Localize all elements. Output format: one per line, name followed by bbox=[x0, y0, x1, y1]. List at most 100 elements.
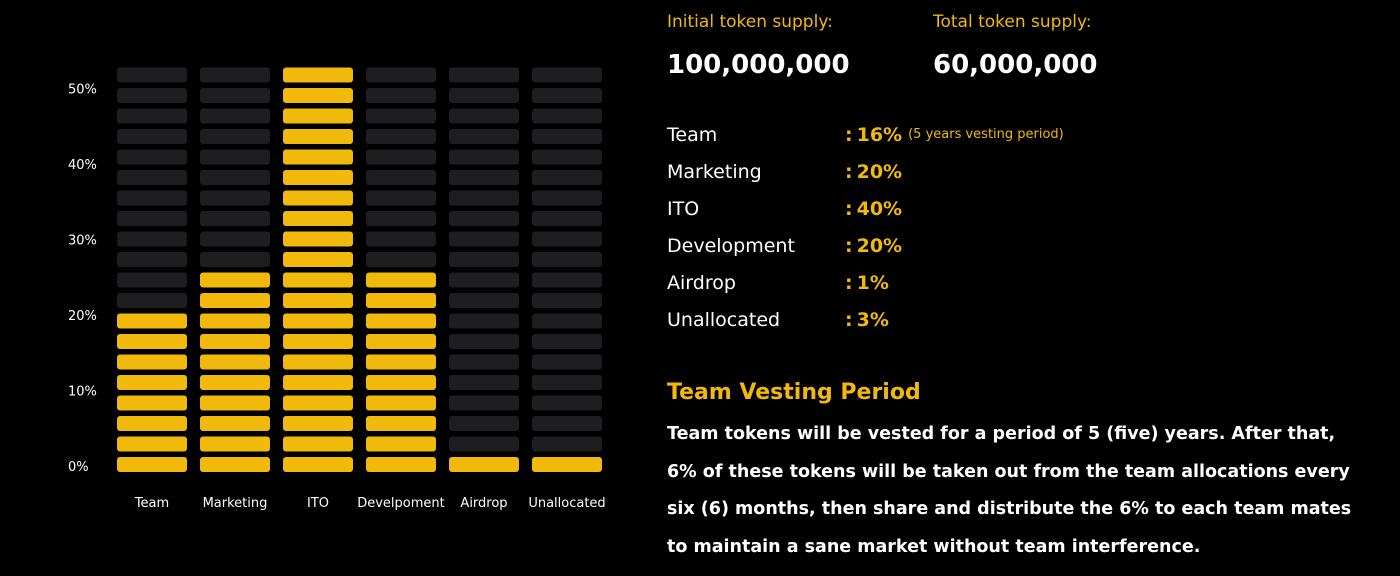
bar-segment-filled bbox=[366, 436, 436, 452]
bar-segment-empty bbox=[117, 272, 187, 288]
bar-segment-empty bbox=[532, 375, 602, 390]
bar-segment-filled bbox=[283, 293, 353, 308]
bar-segment-filled bbox=[366, 354, 436, 370]
allocation-colon: : bbox=[845, 234, 853, 257]
allocation-value: 40% bbox=[856, 197, 903, 220]
y-tick-label: 0% bbox=[68, 460, 89, 475]
bar-segment-filled bbox=[117, 416, 187, 431]
bar-unallocated bbox=[532, 67, 602, 472]
bar-segment-empty bbox=[366, 170, 436, 185]
bar-segment-empty bbox=[532, 88, 602, 103]
bar-segment-filled bbox=[283, 395, 353, 411]
bar-segment-empty bbox=[532, 313, 602, 329]
allocation-colon: : bbox=[845, 271, 853, 294]
allocation-row-team: Team : 16% (5 years vesting period) bbox=[667, 116, 1064, 153]
bar-segment-empty bbox=[366, 149, 436, 165]
bar-segment-empty bbox=[117, 190, 187, 206]
bar-segment-filled bbox=[117, 313, 187, 329]
bar-segment-empty bbox=[449, 108, 519, 124]
bar-segment-empty bbox=[449, 88, 519, 103]
bar-segment-empty bbox=[449, 416, 519, 431]
y-tick-label: 30% bbox=[68, 234, 97, 249]
bar-segment-filled bbox=[200, 334, 270, 349]
bar-segment-empty bbox=[449, 129, 519, 144]
allocation-row-airdrop: Airdrop : 1% bbox=[667, 264, 1064, 301]
bar-segment-empty bbox=[117, 67, 187, 83]
bar-segment-empty bbox=[449, 334, 519, 349]
bar-segment-empty bbox=[532, 395, 602, 411]
bar-segment-empty bbox=[117, 149, 187, 165]
bar-segment-filled bbox=[117, 375, 187, 390]
bar-segment-filled bbox=[283, 211, 353, 226]
bar-segment-filled bbox=[283, 334, 353, 349]
bar-segment-filled bbox=[200, 272, 270, 288]
bar-airdrop bbox=[449, 67, 519, 472]
token-allocation-chart: 0% 10% 20% 30% 40% 50% Team Marketing ITO Develpo… bbox=[68, 67, 606, 511]
allocation-list: Team : 16% (5 years vesting period) Mark… bbox=[667, 116, 1064, 338]
bar-team bbox=[117, 67, 187, 472]
bar-segment-filled bbox=[366, 272, 436, 288]
bar-segment-filled bbox=[200, 375, 270, 390]
vesting-text: Team tokens will be vested for a period … bbox=[667, 424, 1352, 557]
total-supply-value: 60,000,000 bbox=[933, 50, 1098, 80]
allocation-name: Team bbox=[667, 123, 718, 146]
bar-segment-empty bbox=[532, 129, 602, 144]
bar-segment-filled bbox=[532, 457, 602, 472]
bar-segment-empty bbox=[532, 170, 602, 185]
bar-segment-empty bbox=[200, 88, 270, 103]
bar-segment-empty bbox=[117, 88, 187, 103]
bar-segment-empty bbox=[532, 436, 602, 452]
bar-segment-empty bbox=[532, 67, 602, 83]
bar-segment-filled bbox=[283, 313, 353, 329]
bar-ito bbox=[283, 67, 353, 472]
bar-segment-filled bbox=[200, 395, 270, 411]
bar-segment-empty bbox=[366, 67, 436, 83]
bar-segment-empty bbox=[532, 334, 602, 349]
bar-segment-empty bbox=[449, 395, 519, 411]
bar-segment-filled bbox=[283, 149, 353, 165]
bar-segment-empty bbox=[200, 170, 270, 185]
bar-segment-empty bbox=[117, 211, 187, 226]
allocation-name: Airdrop bbox=[667, 271, 736, 294]
allocation-name: ITO bbox=[667, 197, 700, 220]
bar-segment-filled bbox=[200, 416, 270, 431]
bar-segment-empty bbox=[449, 149, 519, 165]
allocation-note: (5 years vesting period) bbox=[908, 127, 1064, 142]
bar-segment-empty bbox=[200, 190, 270, 206]
bar-segment-empty bbox=[366, 231, 436, 247]
allocation-row-development: Development : 20% bbox=[667, 227, 1064, 264]
bar-segment-empty bbox=[366, 108, 436, 124]
bar-segment-empty bbox=[117, 231, 187, 247]
bar-segment-empty bbox=[200, 129, 270, 144]
allocation-row-marketing: Marketing : 20% bbox=[667, 153, 1064, 190]
allocation-colon: : bbox=[845, 308, 853, 331]
bar-segment-empty bbox=[449, 190, 519, 206]
bar-segment-empty bbox=[449, 375, 519, 390]
bar-segment-filled bbox=[449, 457, 519, 472]
bar-segment-filled bbox=[283, 108, 353, 124]
bar-segment-empty bbox=[532, 149, 602, 165]
allocation-name: Marketing bbox=[667, 160, 762, 183]
bar-segment-filled bbox=[366, 334, 436, 349]
bar-segment-empty bbox=[117, 108, 187, 124]
allocation-value: 3% bbox=[856, 308, 889, 331]
x-tick-label: Marketing bbox=[203, 496, 268, 511]
bar-segment-empty bbox=[449, 252, 519, 267]
bar-develpoment bbox=[366, 67, 436, 472]
allocation-colon: : bbox=[845, 197, 853, 220]
bar-segment-filled bbox=[366, 313, 436, 329]
allocation-name: Development bbox=[667, 234, 795, 257]
allocation-row-unallocated: Unallocated : 3% bbox=[667, 301, 1064, 338]
bar-segment-empty bbox=[366, 252, 436, 267]
allocation-value: 20% bbox=[856, 160, 903, 183]
bar-segment-empty bbox=[117, 252, 187, 267]
bar-segment-empty bbox=[449, 436, 519, 452]
bar-segment-empty bbox=[117, 129, 187, 144]
bar-segment-empty bbox=[532, 190, 602, 206]
allocation-row-ito: ITO : 40% bbox=[667, 190, 1064, 227]
bar-segment-empty bbox=[449, 170, 519, 185]
bar-segment-filled bbox=[283, 129, 353, 144]
bar-segment-empty bbox=[449, 354, 519, 370]
x-tick-label: Unallocated bbox=[528, 496, 605, 511]
bar-segment-filled bbox=[283, 457, 353, 472]
